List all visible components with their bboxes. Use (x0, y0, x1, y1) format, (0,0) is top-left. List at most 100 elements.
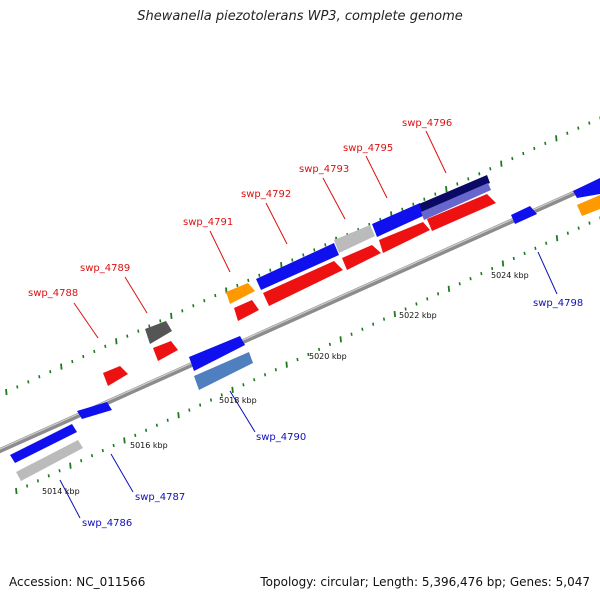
leader-line (365, 155, 388, 199)
gene-arrow[interactable] (573, 178, 600, 198)
tick-mark (393, 310, 397, 318)
tick-mark (258, 273, 261, 277)
tick-mark (478, 172, 481, 176)
kbp-label: 5022 kbp (399, 311, 437, 320)
leader-line (425, 130, 447, 174)
gene-arrow[interactable] (263, 261, 343, 306)
tick-mark (426, 297, 429, 301)
leader-line (265, 202, 288, 245)
gene-arrow[interactable] (16, 440, 83, 481)
gene-label-swp-4787[interactable]: swp_4787 (135, 492, 185, 503)
tick-mark (253, 378, 256, 382)
tick-mark (436, 292, 440, 296)
gene-label-swp-4793[interactable]: swp_4793 (299, 164, 349, 175)
gene-label-swp-4789[interactable]: swp_4789 (80, 263, 130, 274)
gene-arrow[interactable] (226, 283, 255, 304)
gene-arrow[interactable] (145, 321, 172, 344)
tick-mark (148, 324, 151, 328)
tick-mark (404, 307, 407, 311)
leader-line (209, 230, 231, 273)
gene-arrow[interactable] (427, 194, 496, 231)
gene-arrow[interactable] (189, 336, 245, 371)
accession-text: Accession: NC_011566 (9, 575, 146, 589)
tick-mark (511, 156, 514, 161)
gene-label-swp-4788[interactable]: swp_4788 (28, 288, 78, 299)
outer-tick-row (5, 116, 600, 396)
tick-mark (82, 354, 85, 359)
tick-mark (231, 386, 234, 393)
tick-mark (415, 302, 418, 306)
tick-mark (456, 182, 459, 186)
gene-arrow[interactable] (77, 402, 112, 419)
tick-mark (159, 319, 162, 323)
tick-mark (38, 375, 41, 379)
gene-label-swp-4792[interactable]: swp_4792 (241, 189, 291, 200)
kbp-label: 5020 kbp (309, 352, 347, 361)
gene-arrow[interactable] (379, 222, 430, 253)
gene-label-swp-4790[interactable]: swp_4790 (256, 432, 306, 443)
tick-mark (90, 453, 94, 458)
gene-arrow[interactable] (10, 424, 77, 463)
gene-arrow[interactable] (421, 183, 491, 220)
tick-mark (467, 177, 470, 181)
tick-mark (501, 260, 505, 267)
tick-mark (489, 167, 492, 171)
leader-line (124, 276, 148, 314)
tick-mark (522, 151, 525, 156)
gene-arrow[interactable] (194, 352, 253, 390)
topology-text: Topology: circular; Length: 5,396,476 bp… (260, 575, 590, 589)
tick-mark (328, 342, 332, 347)
tick-mark (123, 437, 126, 444)
tick-mark (80, 459, 83, 463)
tick-mark (588, 221, 591, 225)
tick-mark (447, 285, 451, 292)
tick-mark (313, 248, 316, 252)
forward-gene-labels: swp_4788 swp_4789 swp_4791 swp_4792 swp_… (28, 118, 452, 299)
tick-mark (412, 202, 415, 206)
tick-mark (577, 226, 580, 230)
tick-mark (134, 433, 137, 438)
tick-mark (280, 262, 283, 269)
inner-tick-row (15, 216, 600, 495)
forward-leader-lines (73, 130, 447, 339)
gene-arrow[interactable] (334, 225, 375, 253)
tick-mark (220, 393, 223, 397)
gene-label-swp-4786[interactable]: swp_4786 (82, 518, 132, 529)
leader-line (322, 177, 346, 220)
gene-label-swp-4798[interactable]: swp_4798 (533, 298, 583, 309)
tick-mark (302, 253, 305, 257)
leader-line (537, 251, 558, 295)
tick-mark (339, 336, 342, 343)
kbp-label: 5016 kbp (130, 441, 168, 450)
tick-mark (491, 266, 494, 271)
tick-mark (247, 278, 250, 283)
gene-arrow[interactable] (234, 300, 259, 321)
gene-arrow[interactable] (153, 341, 178, 361)
gene-label-swp-4796[interactable]: swp_4796 (402, 118, 452, 129)
gene-label-swp-4791[interactable]: swp_4791 (183, 217, 233, 228)
tick-mark (49, 370, 52, 374)
gene-arrow[interactable] (577, 195, 600, 216)
gene-arrow[interactable] (419, 175, 490, 212)
gene-arrow[interactable] (256, 243, 339, 290)
tick-mark (27, 380, 30, 384)
tick-mark (533, 146, 536, 151)
tick-mark (566, 231, 569, 235)
tick-mark (58, 469, 61, 473)
tick-mark (350, 332, 353, 336)
tick-mark (566, 131, 569, 135)
tick-mark (445, 185, 448, 193)
gene-arrow[interactable] (103, 366, 128, 386)
tick-mark (372, 322, 375, 326)
gene-arrow[interactable] (372, 203, 425, 237)
gene-features[interactable] (10, 175, 600, 481)
kbp-label: 5014 kbp (42, 487, 80, 496)
tick-mark (199, 403, 202, 407)
gene-arrow[interactable] (342, 245, 381, 270)
tick-mark (192, 304, 195, 308)
gene-arrow[interactable] (511, 206, 537, 224)
tick-mark (69, 462, 72, 469)
tick-mark (214, 293, 217, 298)
gene-label-swp-4795[interactable]: swp_4795 (343, 143, 393, 154)
